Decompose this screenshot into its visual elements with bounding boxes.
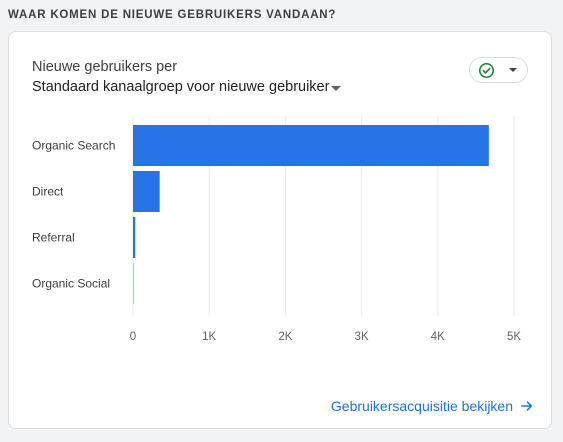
section-title: WAAR KOMEN DE NIEUWE GEBRUIKERS VANDAAN?: [8, 9, 337, 21]
x-tick-label: 2K: [278, 331, 292, 343]
x-tick-label: 4K: [431, 331, 445, 343]
chevron-down-icon: [509, 68, 517, 72]
bar-direct: [133, 171, 160, 212]
view-acquisition-label: Gebruikersacquisitie bekijken: [330, 398, 513, 414]
bar-chart: Organic Search Direct Referral Organic Soci…: [32, 116, 521, 343]
card-subtitle: Nieuwe gebruikers per: [32, 59, 178, 75]
check-circle-icon: [478, 62, 495, 79]
x-tick-label: 3K: [355, 331, 369, 343]
dimension-selector[interactable]: Standaard kanaalgroep voor nieuwe gebrui…: [32, 79, 342, 95]
category-label: Organic Social: [32, 277, 110, 291]
arrow-right-icon: [521, 401, 533, 411]
bar-organic-search: [133, 125, 489, 166]
bar-referral: [133, 217, 136, 258]
x-tick-label: 0: [130, 331, 136, 343]
acquisition-card: Nieuwe gebruikers per Standaard kanaalgr…: [8, 31, 552, 429]
dimension-label: Standaard kanaalgroep voor nieuwe gebrui…: [32, 79, 330, 95]
category-label: Organic Search: [32, 139, 115, 153]
x-tick-label: 1K: [202, 331, 216, 343]
x-tick-label: 5K: [507, 331, 521, 343]
category-label: Referral: [32, 231, 75, 245]
status-dropdown[interactable]: [469, 57, 528, 83]
caret-down-icon: [331, 85, 342, 91]
category-label: Direct: [32, 185, 64, 199]
view-acquisition-link[interactable]: Gebruikersacquisitie bekijken: [331, 398, 534, 414]
